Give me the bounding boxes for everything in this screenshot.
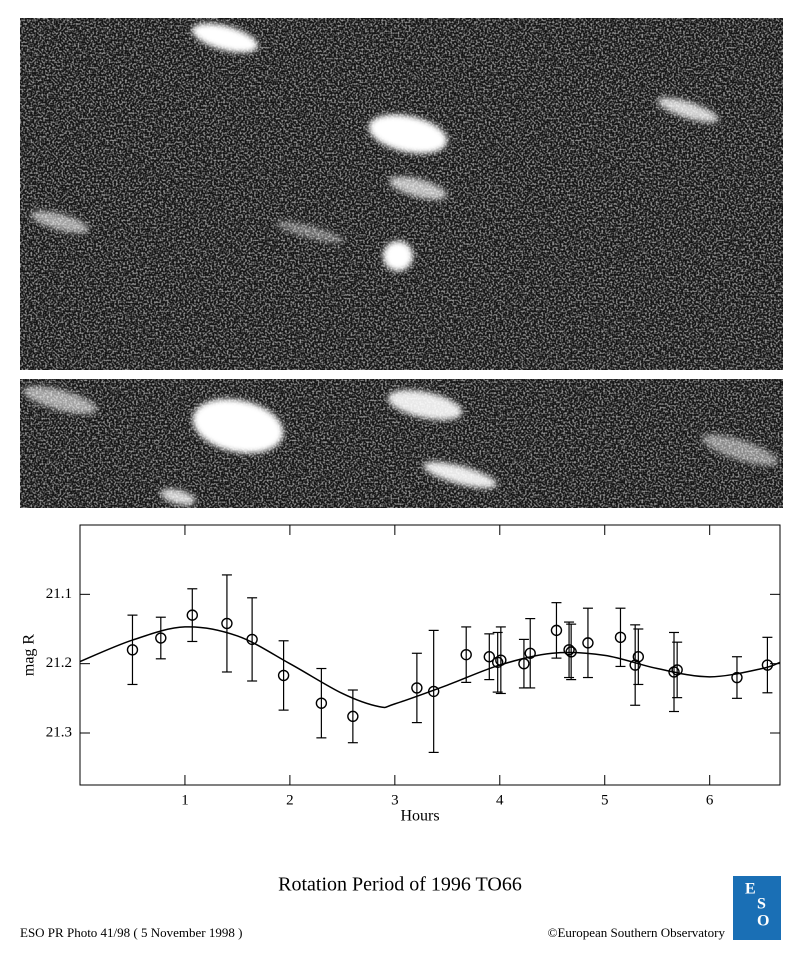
data-point	[614, 631, 627, 644]
data-point	[563, 644, 575, 656]
data-point	[632, 651, 645, 663]
logo-letter: E	[745, 881, 756, 898]
x-tick-label: 3	[391, 792, 399, 808]
plot-frame	[79, 524, 781, 786]
data-point	[550, 624, 563, 637]
data-point	[155, 632, 167, 644]
data-point	[347, 710, 359, 723]
y-tick-label: 21.2	[46, 655, 72, 671]
x-tick-label: 1	[181, 792, 189, 808]
data-point	[582, 637, 594, 649]
fit-curve	[79, 626, 781, 709]
data-point	[126, 644, 139, 656]
data-point	[491, 656, 504, 668]
y-tick-label: 21.3	[46, 724, 72, 740]
y-tick-label: 21.1	[46, 586, 72, 602]
data-point	[524, 647, 536, 659]
logo-letter: O	[757, 913, 769, 930]
eso-logo: E S O	[733, 876, 781, 940]
data-point	[671, 664, 683, 676]
x-axis-label: Hours	[400, 808, 439, 825]
data-point	[277, 669, 290, 682]
data-point	[460, 648, 472, 661]
data-point	[731, 671, 743, 684]
x-tick-label: 6	[706, 792, 714, 808]
x-tick-label: 4	[496, 792, 504, 808]
data-point	[483, 651, 495, 663]
footer-left: ESO PR Photo 41/98 ( 5 November 1998 )	[20, 925, 242, 940]
caption: Rotation Period of 1996 TO66	[278, 874, 522, 896]
x-tick-label: 2	[286, 792, 294, 808]
logo-letter: S	[757, 896, 766, 913]
data-point	[315, 697, 328, 709]
data-point	[668, 666, 680, 678]
y-axis-label: mag R	[21, 634, 38, 677]
data-point	[411, 682, 423, 694]
data-point	[221, 617, 233, 630]
sky-image	[20, 18, 783, 508]
data-point	[186, 609, 198, 621]
footer-right: ©European Southern Observatory	[548, 925, 726, 940]
x-tick-label: 5	[601, 792, 609, 808]
